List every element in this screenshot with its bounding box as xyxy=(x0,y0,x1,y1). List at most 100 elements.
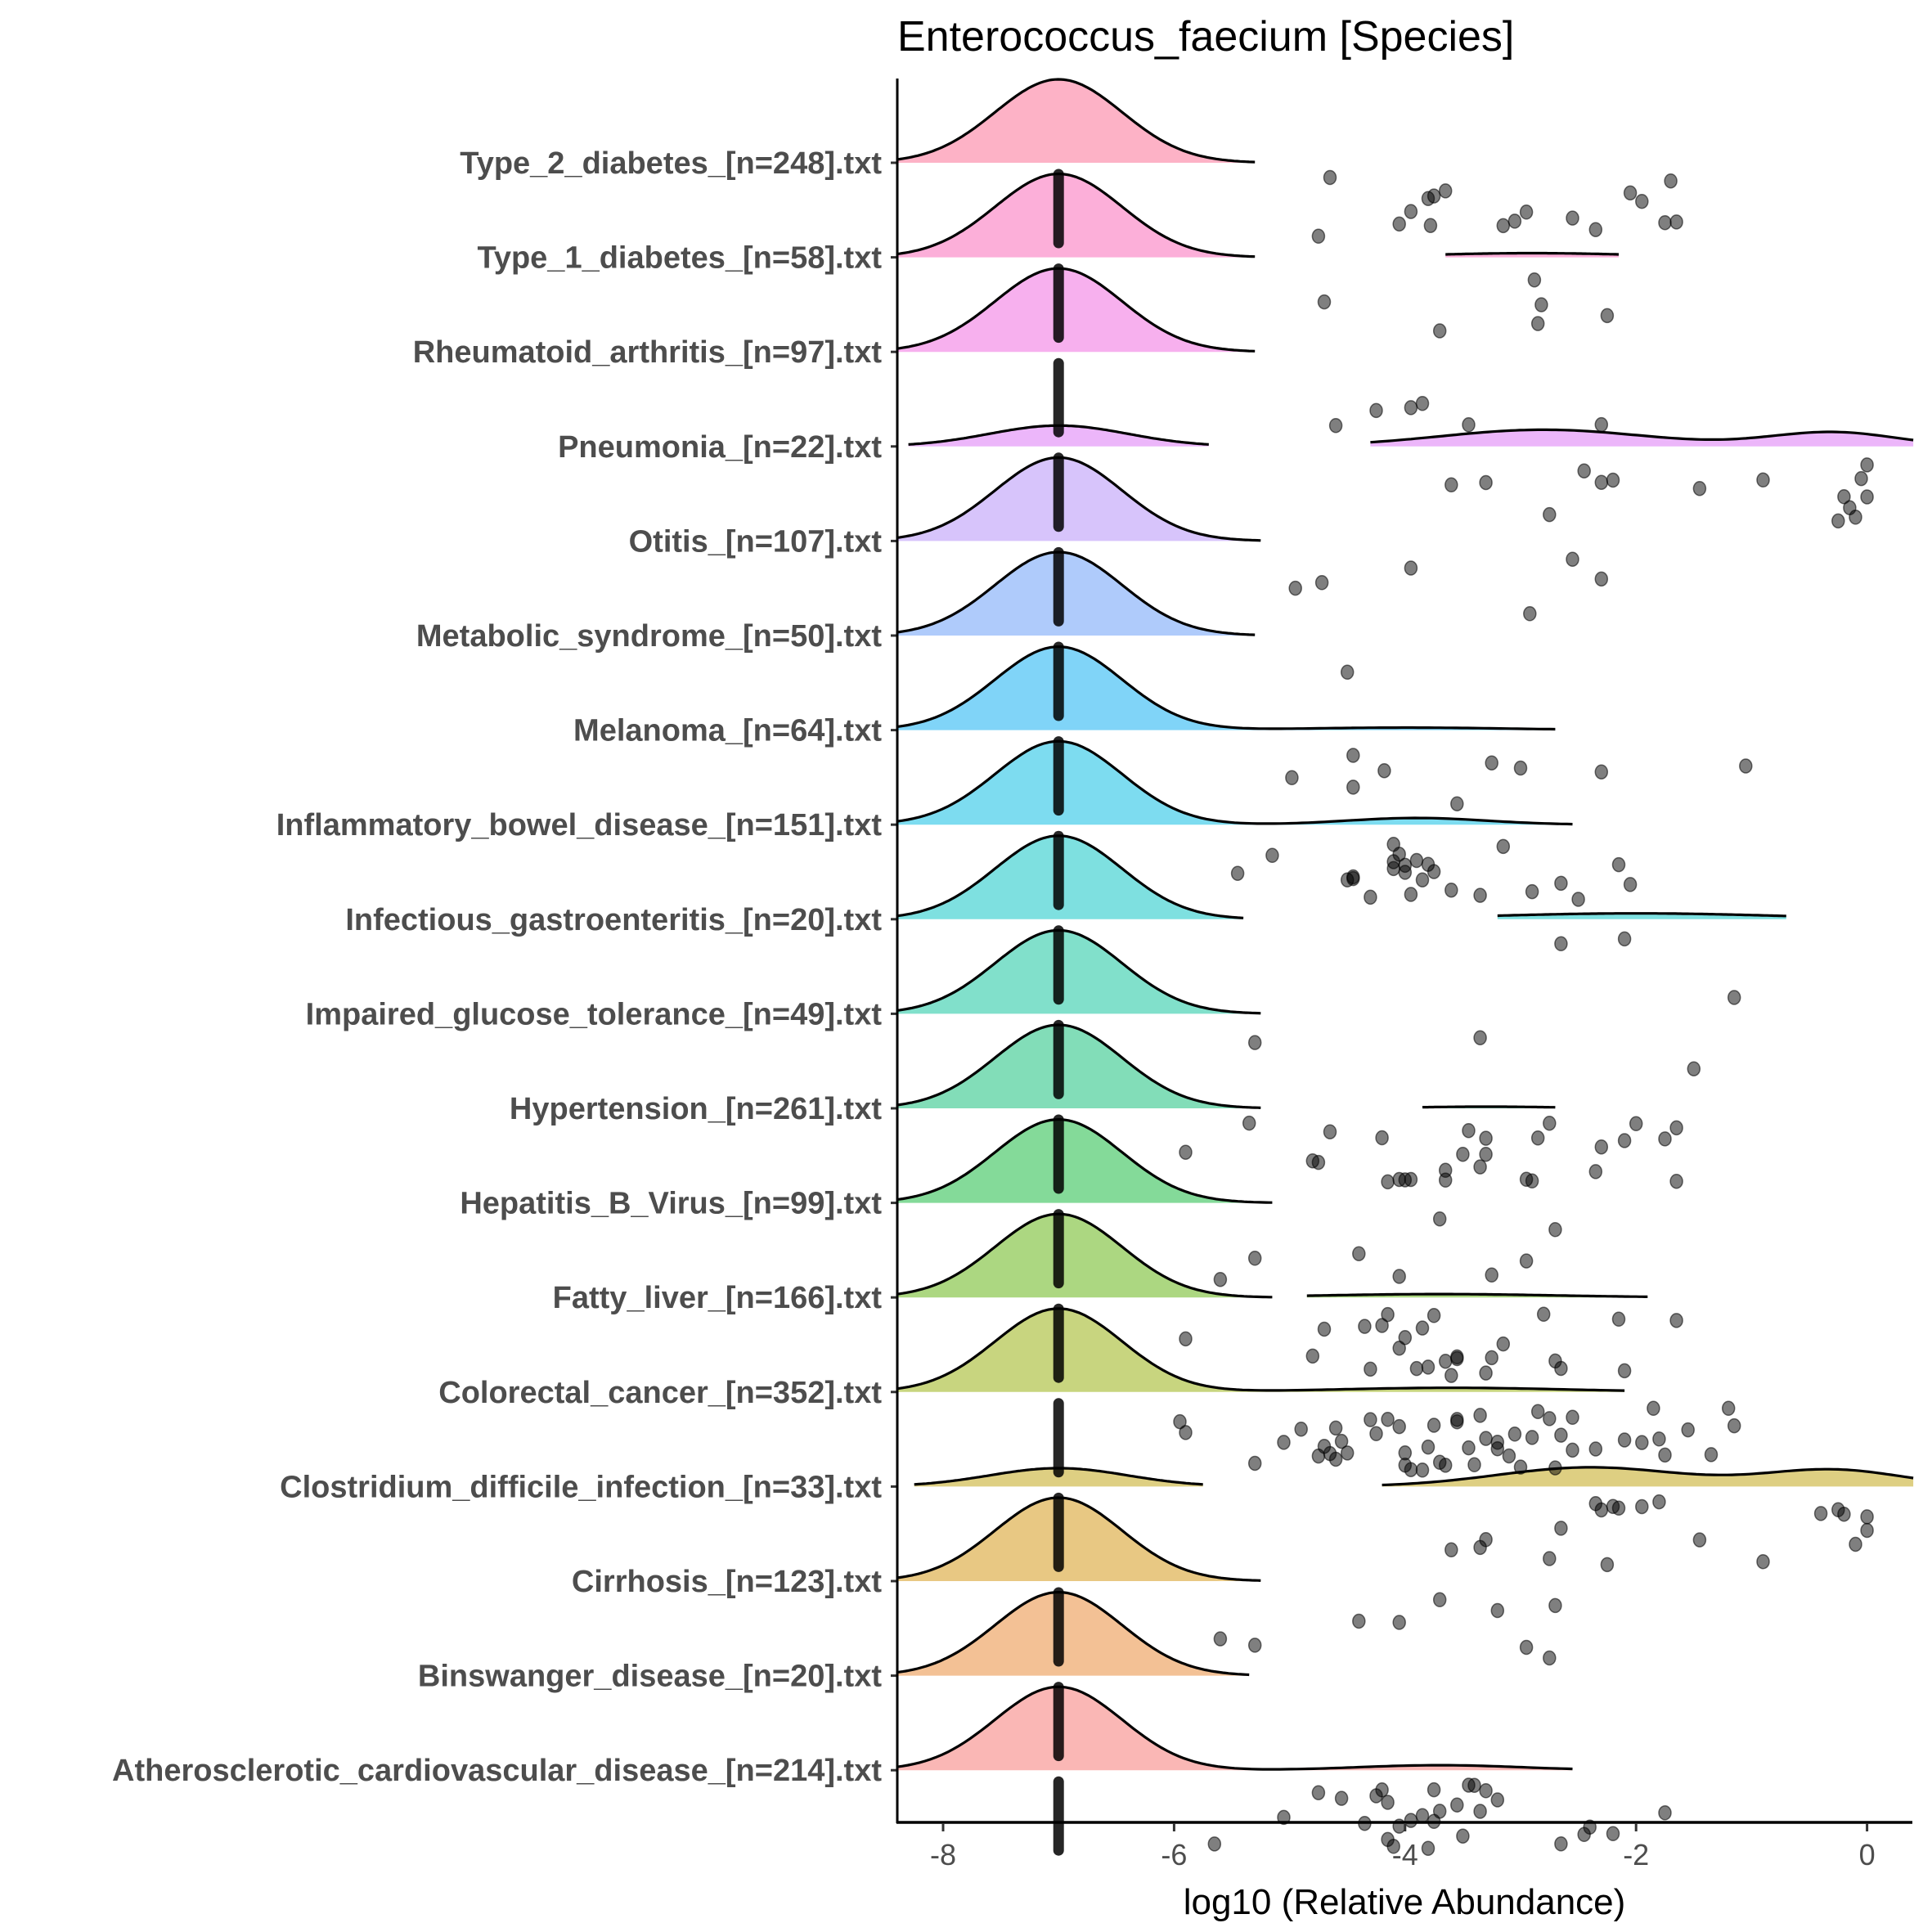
data-point xyxy=(1473,1159,1487,1175)
data-point xyxy=(1502,1448,1516,1464)
data-point xyxy=(1577,463,1591,479)
data-point xyxy=(1617,1363,1632,1379)
density-fill xyxy=(896,1498,1261,1581)
data-point xyxy=(1473,1539,1487,1556)
data-point xyxy=(1427,1781,1441,1798)
data-point xyxy=(1415,1320,1430,1336)
data-point xyxy=(1507,1427,1522,1442)
data-point xyxy=(1721,1400,1736,1417)
data-point xyxy=(1594,1139,1609,1155)
data-point xyxy=(1346,748,1360,763)
data-point xyxy=(1404,400,1418,416)
y-tick-label: Clostridium_difficile_infection_[n=33].t… xyxy=(280,1470,882,1504)
data-point xyxy=(1445,1368,1458,1383)
data-point xyxy=(1213,1271,1228,1287)
density-outline xyxy=(896,834,1244,919)
data-point xyxy=(1438,1172,1453,1188)
data-point xyxy=(1328,1451,1343,1467)
data-point xyxy=(1479,1130,1493,1146)
density-fill xyxy=(896,268,1256,353)
data-point xyxy=(1692,480,1707,496)
data-point xyxy=(1462,1122,1476,1139)
data-point xyxy=(1398,1330,1413,1346)
data-point xyxy=(1288,580,1302,596)
data-point xyxy=(1658,1805,1672,1821)
data-point xyxy=(1375,1782,1389,1798)
data-point xyxy=(1496,1336,1511,1352)
data-point xyxy=(1381,1412,1395,1427)
y-tick-label: Otitis_[n=107].txt xyxy=(629,524,883,559)
data-point xyxy=(1479,474,1493,491)
y-tick-label: Inflammatory_bowel_disease_[n=151].txt xyxy=(276,808,883,842)
data-point xyxy=(1328,417,1343,434)
x-tick-label: -8 xyxy=(930,1838,956,1871)
data-point xyxy=(1462,417,1476,433)
density-outline xyxy=(896,267,1256,353)
data-point xyxy=(1404,1171,1418,1188)
data-point xyxy=(1704,1447,1719,1462)
data-point xyxy=(1404,204,1418,219)
data-point xyxy=(1179,1425,1193,1440)
data-point xyxy=(1247,1035,1262,1050)
data-point xyxy=(1525,1430,1539,1445)
data-point xyxy=(1445,477,1458,493)
data-point xyxy=(1364,1361,1377,1377)
data-point xyxy=(1652,1431,1666,1447)
density-outline xyxy=(896,1590,1250,1677)
data-point xyxy=(1352,1246,1366,1261)
data-point xyxy=(1421,191,1436,206)
data-point xyxy=(1635,1435,1649,1450)
data-point xyxy=(1664,173,1678,189)
data-point xyxy=(1490,1440,1505,1457)
data-point xyxy=(1658,1131,1672,1147)
data-point xyxy=(1594,416,1609,433)
data-point xyxy=(1423,218,1438,233)
data-point xyxy=(1519,1253,1534,1269)
density-outline xyxy=(896,78,1256,164)
data-point xyxy=(1860,457,1874,473)
data-point xyxy=(1369,1426,1383,1442)
data-point xyxy=(1450,1413,1464,1430)
data-point xyxy=(1554,1427,1568,1443)
y-tick-label: Fatty_liver_[n=166].txt xyxy=(553,1281,883,1315)
data-point xyxy=(1311,1448,1326,1464)
data-point xyxy=(1479,1431,1493,1446)
data-point xyxy=(1681,1422,1695,1438)
data-point xyxy=(1513,760,1528,776)
data-point xyxy=(1207,1836,1222,1852)
data-point xyxy=(1473,887,1487,903)
data-point xyxy=(1536,1306,1551,1323)
data-point xyxy=(1669,1313,1683,1328)
data-point xyxy=(1739,758,1753,774)
data-point xyxy=(1611,856,1626,873)
data-point xyxy=(1323,169,1337,186)
y-tick-label: Melanoma_[n=64].txt xyxy=(573,714,882,748)
data-point xyxy=(1485,1350,1498,1366)
data-point xyxy=(1427,1418,1441,1433)
y-axis-labels: Type_2_diabetes_[n=248].txt Type_1_diabet… xyxy=(112,146,897,1788)
data-point xyxy=(1727,1418,1741,1434)
data-point xyxy=(1346,869,1360,885)
data-point xyxy=(1594,571,1609,587)
data-point xyxy=(1527,272,1542,288)
data-point xyxy=(1548,1460,1562,1476)
data-point xyxy=(1566,1442,1579,1458)
data-point xyxy=(1277,1809,1291,1826)
data-point xyxy=(1462,1440,1476,1456)
data-point xyxy=(1479,1365,1493,1381)
density-outline xyxy=(896,645,1556,731)
data-point xyxy=(1617,1432,1632,1448)
data-point xyxy=(1473,1408,1487,1423)
data-point xyxy=(1358,1319,1372,1334)
data-point xyxy=(1294,1421,1308,1437)
density-outline xyxy=(1370,428,1914,444)
data-point xyxy=(1548,1222,1562,1238)
data-point xyxy=(1450,1350,1464,1367)
data-point xyxy=(1496,218,1511,234)
density-fill xyxy=(896,1308,1625,1392)
data-point xyxy=(1432,1592,1447,1608)
data-point xyxy=(1467,1777,1481,1793)
data-point xyxy=(1849,1536,1862,1552)
data-point xyxy=(1421,1359,1436,1375)
data-point xyxy=(1247,1638,1262,1653)
